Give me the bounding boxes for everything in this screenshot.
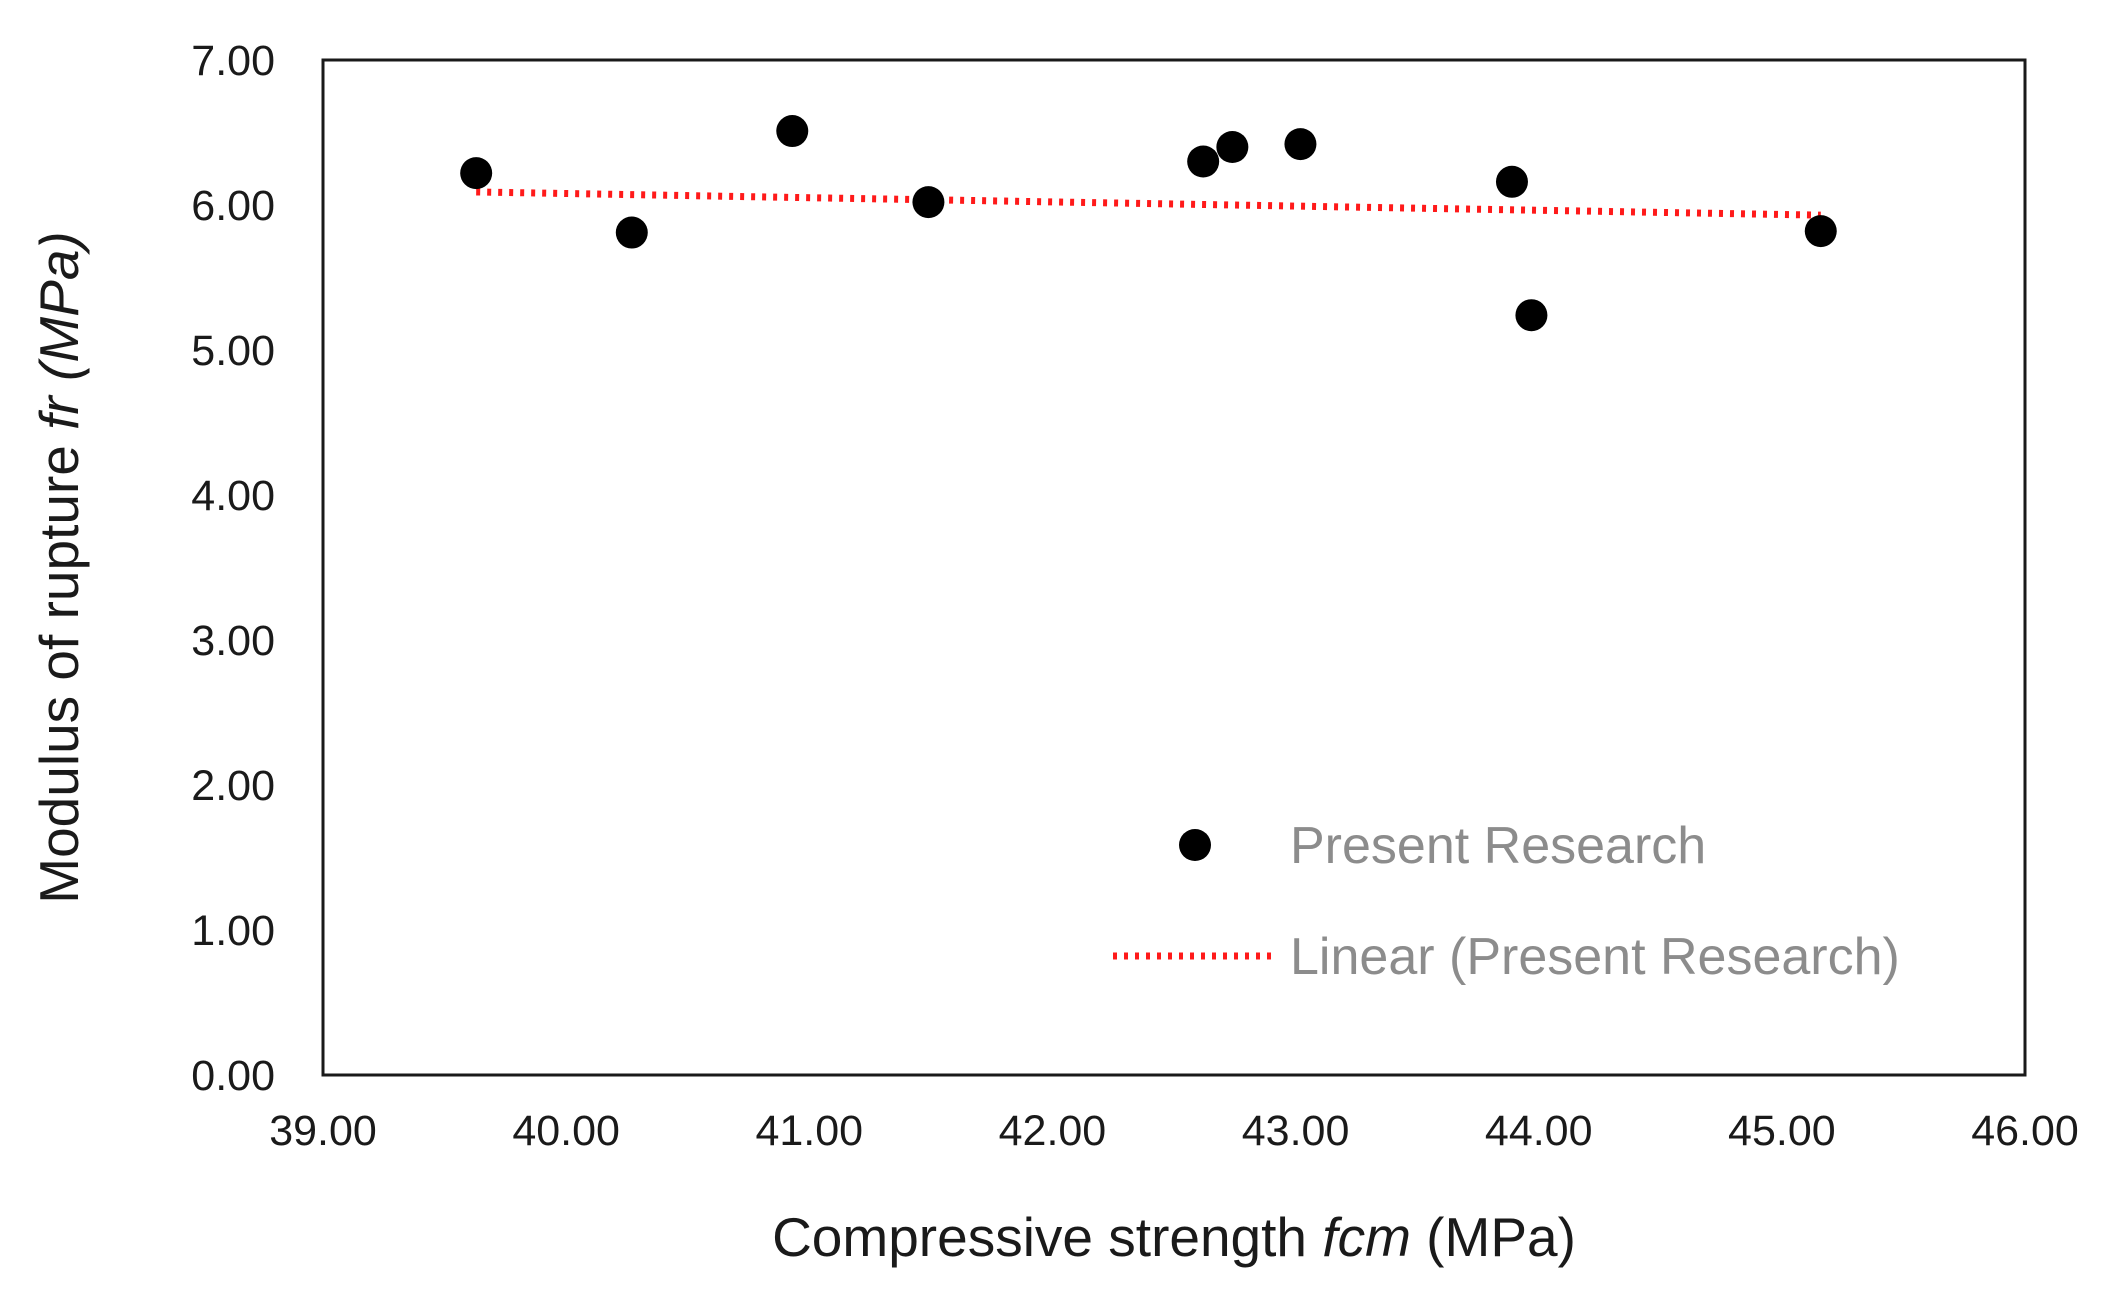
data-point bbox=[1284, 128, 1317, 161]
y-tick-label: 6.00 bbox=[191, 182, 275, 230]
x-tick-label: 46.00 bbox=[1971, 1107, 2079, 1155]
x-axis-title-prefix: Compressive strength bbox=[772, 1206, 1322, 1268]
legend-marker-present-research bbox=[1179, 829, 1211, 861]
x-tick-label: 40.00 bbox=[512, 1107, 620, 1155]
x-tick-label: 41.00 bbox=[755, 1107, 863, 1155]
legend: Present Research Linear (Present Researc… bbox=[1113, 817, 1900, 986]
y-axis-title-symbol: fr (MPa) bbox=[28, 231, 90, 430]
trendline-linear-present-research bbox=[476, 188, 1821, 219]
plot-area-frame bbox=[321, 58, 2027, 1077]
data-point bbox=[1515, 299, 1548, 332]
y-tick-label: 3.00 bbox=[191, 617, 275, 665]
y-tick-label: 5.00 bbox=[191, 327, 275, 375]
data-point bbox=[1187, 145, 1220, 178]
x-tick-label: 43.00 bbox=[1242, 1107, 1350, 1155]
scatter-points bbox=[460, 115, 1837, 332]
x-axis-title: Compressive strength fcm (MPa) bbox=[772, 1206, 1576, 1268]
y-tick-label: 2.00 bbox=[191, 762, 275, 810]
y-axis-title-prefix: Modulus of rupture bbox=[28, 430, 90, 904]
data-point bbox=[615, 216, 648, 249]
data-point bbox=[1495, 165, 1528, 198]
y-tick-label: 4.00 bbox=[191, 472, 275, 520]
data-point bbox=[912, 186, 945, 219]
x-tick-label: 39.00 bbox=[269, 1107, 377, 1155]
x-tick-label: 44.00 bbox=[1485, 1107, 1593, 1155]
x-tick-label: 42.00 bbox=[999, 1107, 1107, 1155]
legend-label-linear-present-research: Linear (Present Research) bbox=[1290, 928, 1900, 986]
x-axis-tick-labels: 39.00 40.00 41.00 42.00 43.00 44.00 45.00 46.00 bbox=[269, 1107, 2079, 1155]
data-point bbox=[776, 115, 809, 148]
y-axis-tick-labels: 0.00 1.00 2.00 3.00 4.00 5.00 6.00 7.00 bbox=[191, 37, 275, 1100]
y-axis-title: Modulus of rupture fr (MPa) bbox=[28, 231, 90, 903]
data-point bbox=[1804, 215, 1837, 248]
y-tick-label: 7.00 bbox=[191, 37, 275, 85]
y-tick-label: 1.00 bbox=[191, 907, 275, 955]
data-point bbox=[460, 157, 493, 190]
legend-label-present-research: Present Research bbox=[1290, 817, 1706, 875]
x-axis-title-suffix: (MPa) bbox=[1411, 1206, 1576, 1268]
data-point bbox=[1216, 131, 1249, 163]
x-axis-title-symbol: fcm bbox=[1322, 1206, 1411, 1268]
y-tick-label: 0.00 bbox=[191, 1052, 275, 1100]
x-tick-label: 45.00 bbox=[1728, 1107, 1836, 1155]
